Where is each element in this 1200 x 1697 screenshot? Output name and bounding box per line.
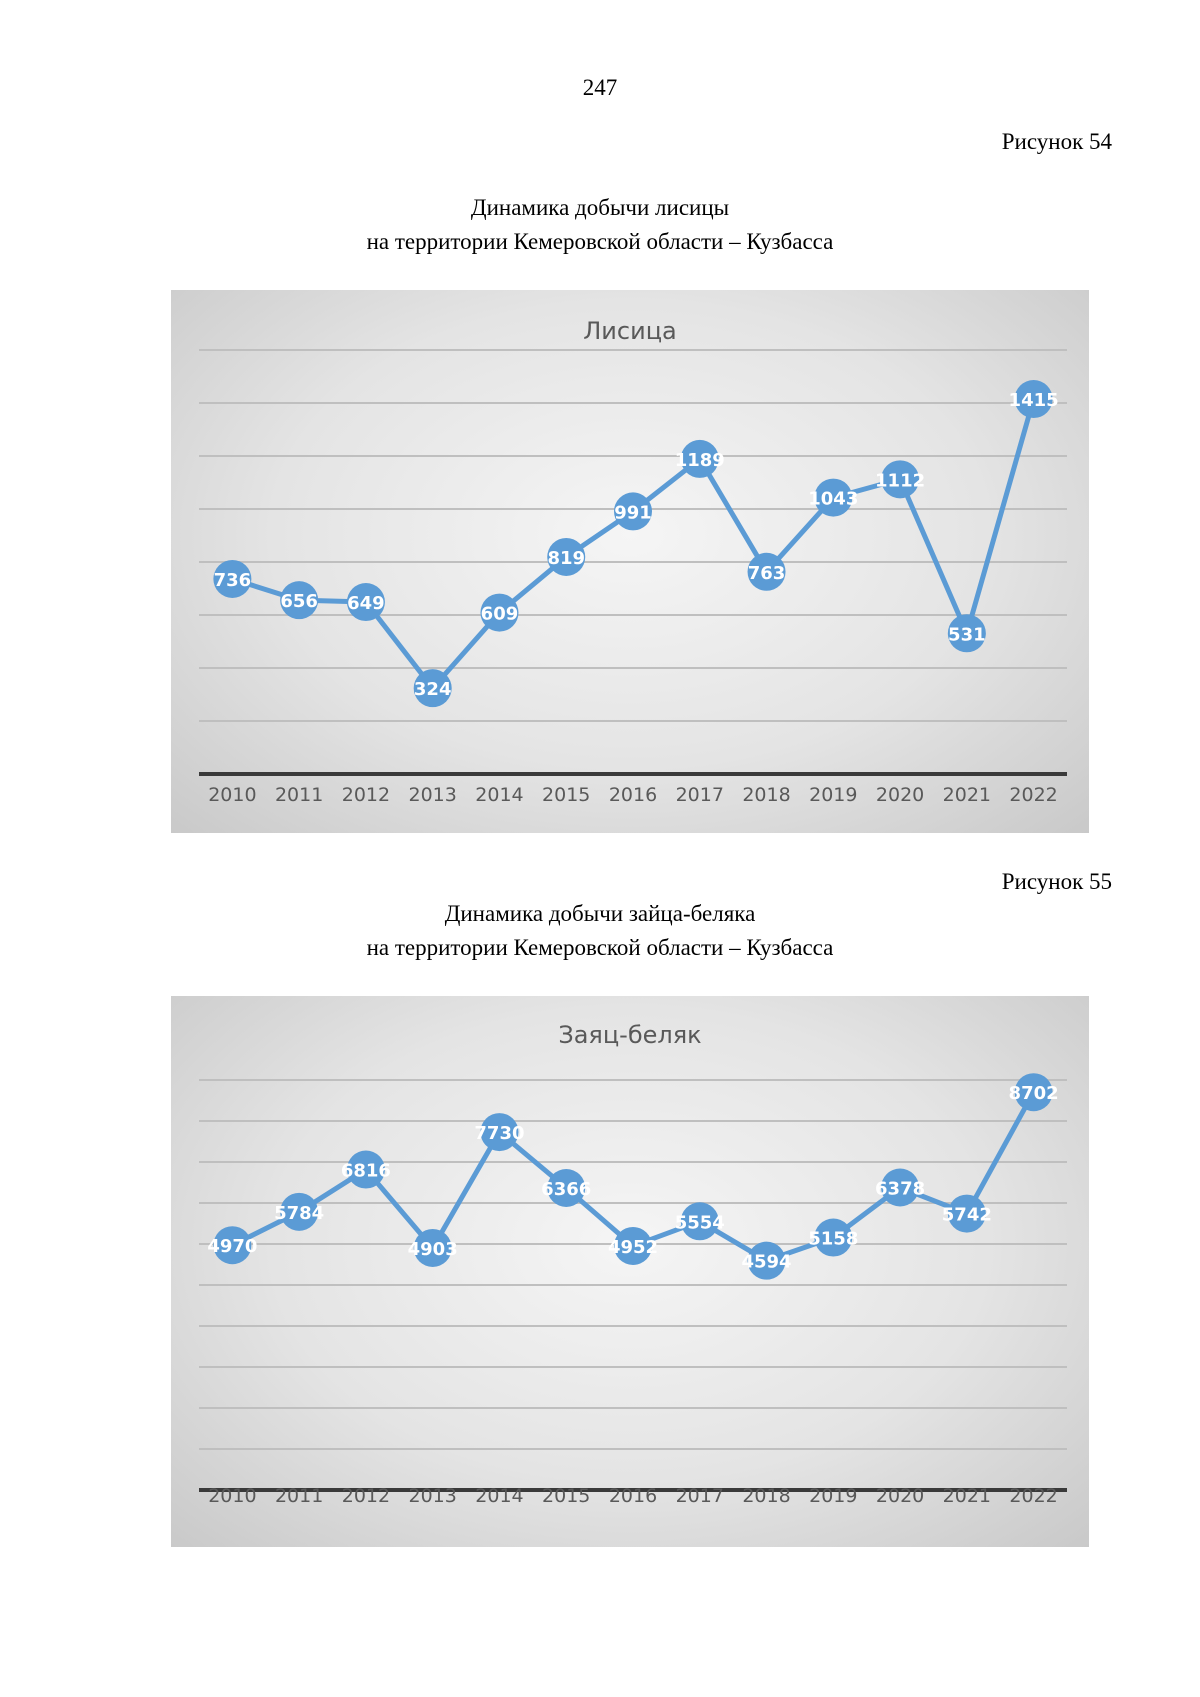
fox-data-point: [346, 583, 385, 622]
x-tick-label: 2011: [275, 784, 323, 806]
x-tick-label: 2012: [342, 784, 390, 806]
x-tick-label: 2014: [475, 784, 523, 806]
hare-data-point: [547, 1168, 586, 1207]
fox-data-point: [480, 593, 519, 632]
x-tick-label: 2017: [676, 1485, 724, 1507]
fox-data-point: [280, 581, 319, 620]
figure-caption-line2-54: на территории Кемеровской области – Кузб…: [366, 229, 834, 254]
x-tick-label: 2017: [676, 784, 724, 806]
hare-data-label: 5158: [808, 1229, 858, 1250]
hare-data-label: 6816: [341, 1161, 391, 1182]
x-tick-label: 2014: [475, 1485, 523, 1507]
fox-data-label: 1189: [675, 450, 725, 471]
hare-data-point: [680, 1202, 719, 1241]
fox-data-label: 736: [214, 570, 252, 591]
x-tick-label: 2020: [876, 784, 924, 806]
x-tick-label: 2011: [275, 1485, 323, 1507]
fox-series-line: [231, 398, 1037, 691]
hare-data-label: 6366: [541, 1179, 591, 1200]
figure-caption-line2-55: на территории Кемеровской области – Кузб…: [366, 935, 834, 960]
x-tick-label: 2012: [342, 1485, 390, 1507]
figure-label-55: Рисунок 55: [1001, 869, 1112, 894]
x-tick-label: 2021: [943, 784, 991, 806]
x-tick-label: 2010: [208, 1485, 256, 1507]
hare-chart-svg: Заяц-беляк 4970 5784 6816 4903 7730 6366 4952 5…: [199, 1021, 1067, 1507]
fox-data-point: [547, 537, 586, 576]
fox-data-label: 1415: [1009, 390, 1059, 411]
figure-caption-line1-54: Динамика добычи лисицы: [470, 195, 730, 220]
x-tick-label: 2015: [542, 784, 590, 806]
hare-data-label: 6378: [875, 1179, 925, 1200]
fox-data-label: 1043: [808, 489, 858, 510]
x-tick-label: 2018: [742, 784, 790, 806]
fox-data-point: [413, 669, 452, 708]
fox-data-point: [614, 492, 652, 531]
hare-data-point: [480, 1113, 519, 1152]
hare-data-point: [814, 1218, 853, 1257]
fox-data-label: 819: [547, 548, 585, 569]
hare-data-point: [280, 1192, 319, 1231]
hare-data-label: 5742: [942, 1205, 992, 1226]
fox-chart-svg: Лисица 736 656 649 324 609 819 991 1189 763 1043 1…: [199, 317, 1067, 806]
hare-data-label: 4952: [608, 1237, 658, 1258]
x-tick-label: 2019: [809, 784, 857, 806]
fox-data-label: 324: [414, 679, 452, 700]
fox-data-point: [1014, 380, 1053, 419]
hare-data-label: 7730: [474, 1123, 524, 1144]
fox-data-point: [213, 559, 252, 598]
x-tick-label: 2018: [742, 1485, 790, 1507]
figure-label-54: Рисунок 54: [1001, 129, 1112, 154]
x-tick-label: 2016: [609, 1485, 657, 1507]
fox-data-point: [747, 552, 786, 591]
x-tick-label: 2019: [809, 1485, 857, 1507]
x-tick-label: 2020: [876, 1485, 924, 1507]
hare-data-point: [346, 1150, 385, 1189]
fox-chart: Лисица 736 656 649 324 609 819 991 1189 763 1043 1…: [171, 290, 1089, 833]
figure-caption-line1-55: Динамика добычи зайца-беляка: [444, 901, 756, 926]
fox-data-point: [947, 614, 986, 653]
fox-data-label: 763: [748, 563, 786, 584]
hare-data-label: 8702: [1009, 1083, 1059, 1104]
hare-data-label: 5784: [274, 1203, 324, 1224]
hare-chart: Заяц-беляк 4970 5784 6816 4903 7730 6366 4952 5…: [171, 996, 1089, 1547]
page-number: 247: [582, 75, 618, 100]
fox-data-label: 531: [948, 624, 986, 645]
x-tick-label: 2022: [1009, 1485, 1057, 1507]
fox-data-label: 991: [614, 502, 652, 523]
x-tick-label: 2013: [409, 784, 457, 806]
hare-data-label: 4594: [741, 1252, 791, 1273]
hare-data-point: [747, 1241, 786, 1280]
x-tick-label: 2016: [609, 784, 657, 806]
x-tick-label: 2013: [409, 1485, 457, 1507]
fox-data-label: 1112: [875, 470, 925, 491]
fox-data-label: 656: [280, 591, 318, 612]
hare-data-label: 4970: [207, 1236, 257, 1257]
hare-chart-title: Заяц-беляк: [558, 1021, 701, 1049]
hare-data-point: [1014, 1073, 1053, 1112]
hare-data-label: 4903: [408, 1239, 458, 1260]
x-tick-label: 2021: [943, 1485, 991, 1507]
fox-data-label: 609: [481, 604, 519, 625]
hare-data-label: 5554: [675, 1212, 725, 1233]
hare-data-point: [213, 1226, 252, 1265]
hare-data-point: [614, 1226, 652, 1265]
x-tick-label: 2022: [1009, 784, 1057, 806]
hare-data-point: [413, 1228, 452, 1267]
hare-data-point: [947, 1194, 986, 1233]
fox-data-point: [814, 478, 853, 517]
fox-data-label: 649: [347, 593, 385, 614]
hare-data-point: [881, 1168, 920, 1207]
fox-data-point: [881, 460, 920, 499]
fox-data-point: [680, 439, 719, 478]
x-tick-label: 2010: [208, 784, 256, 806]
x-tick-label: 2015: [542, 1485, 590, 1507]
fox-chart-title: Лисица: [583, 317, 676, 345]
